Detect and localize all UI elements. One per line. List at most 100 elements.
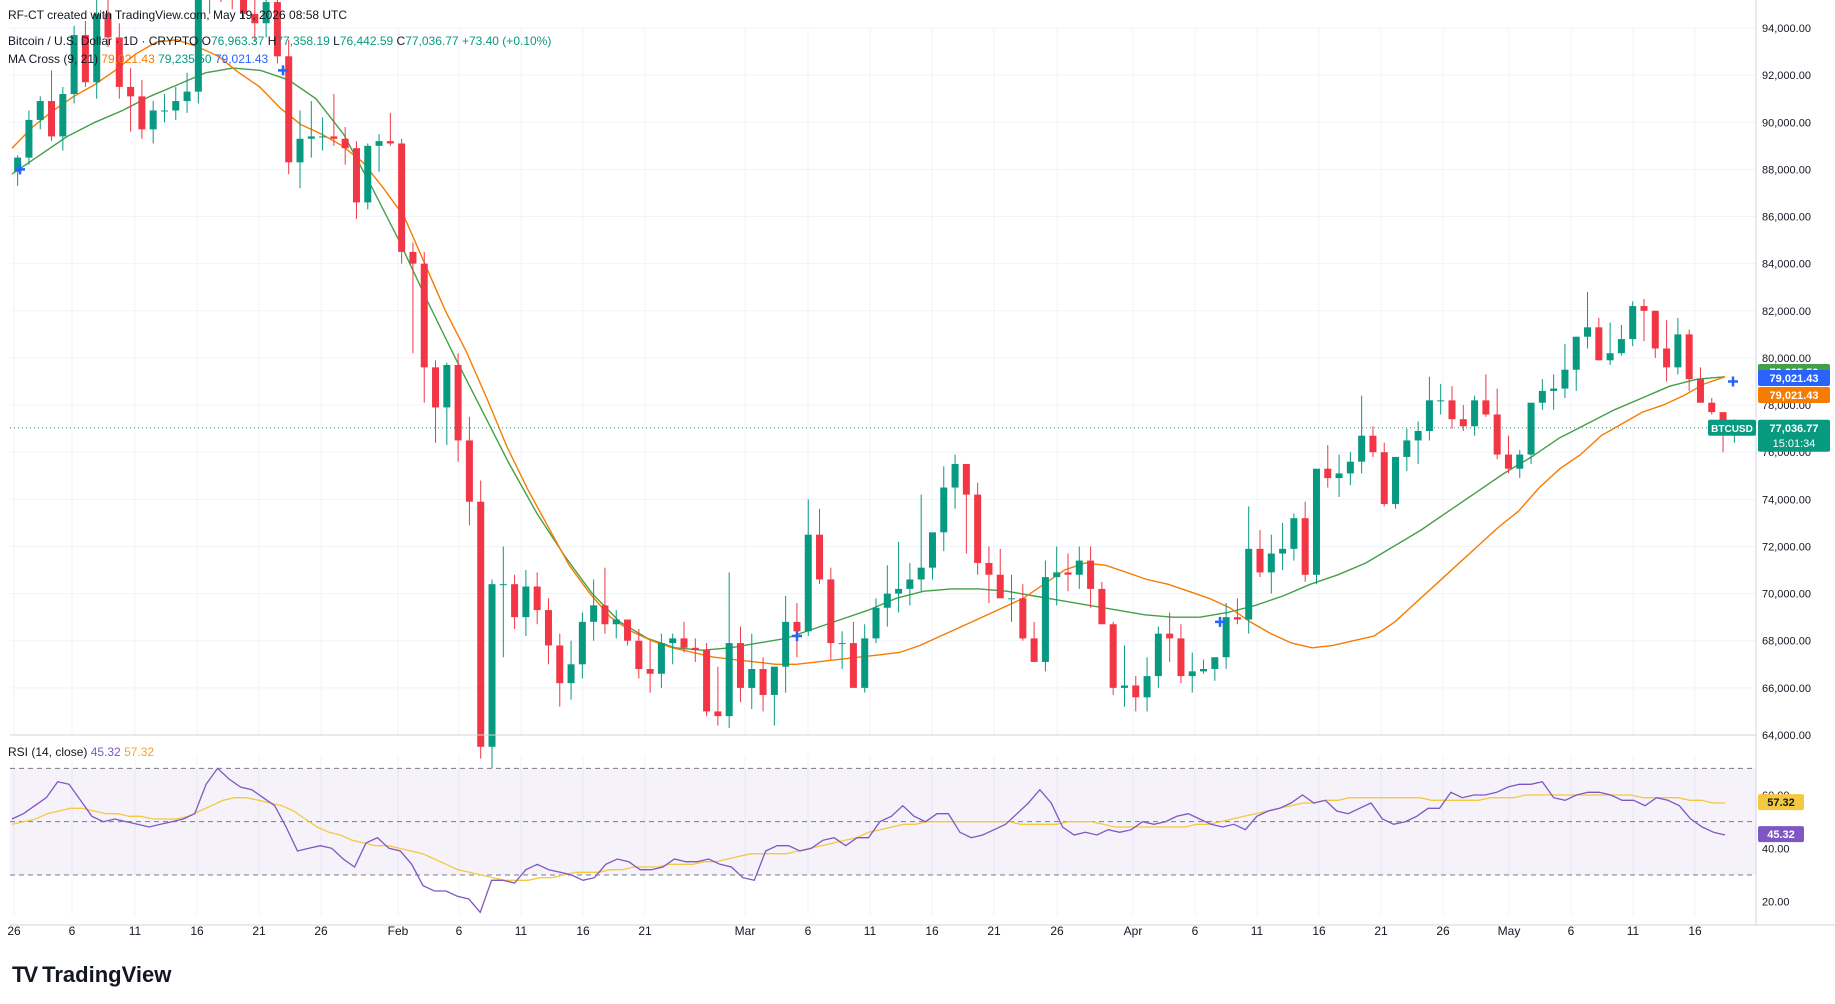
candle xyxy=(928,532,936,568)
candle xyxy=(1685,334,1693,380)
candle xyxy=(1222,617,1230,658)
candle xyxy=(714,711,722,717)
candle xyxy=(1267,553,1275,573)
candle xyxy=(1188,671,1196,677)
candle xyxy=(409,251,417,264)
rsi-line xyxy=(11,767,1726,914)
candle xyxy=(1256,548,1264,573)
candle xyxy=(1696,379,1704,403)
candle xyxy=(1572,336,1580,370)
tradingview-logo[interactable]: TV TradingView xyxy=(12,962,172,987)
x-tick-label: 6 xyxy=(1192,924,1199,938)
x-tick-label: Feb xyxy=(388,924,409,938)
ma9-path xyxy=(11,39,1726,665)
candle xyxy=(398,143,406,252)
candle xyxy=(736,643,744,688)
y-tick-label: 70,000.00 xyxy=(1762,589,1811,601)
symbol-badge-text: BTCUSD xyxy=(1711,424,1753,435)
y-tick-label: 74,000.00 xyxy=(1762,494,1811,506)
candle xyxy=(1120,685,1128,688)
candle xyxy=(522,586,530,618)
change: +73.40 (+0.10%) xyxy=(461,34,552,48)
x-tick-label: 16 xyxy=(925,924,939,938)
candle xyxy=(1595,327,1603,361)
candle xyxy=(1369,435,1377,453)
last-price-text: 77,036.77 xyxy=(1770,423,1819,435)
candle xyxy=(940,487,948,533)
candle xyxy=(511,584,519,618)
candle xyxy=(1414,430,1422,441)
rsi-band-lines xyxy=(10,767,1756,876)
candle xyxy=(1166,633,1174,639)
x-tick-label: 6 xyxy=(69,924,76,938)
candle xyxy=(1030,638,1038,662)
candle xyxy=(1098,588,1106,625)
rsi-ma-badge xyxy=(1758,794,1804,811)
candle xyxy=(93,13,101,83)
candle xyxy=(273,2,281,57)
candle xyxy=(1380,452,1388,505)
candle xyxy=(1358,435,1366,462)
y-tick-label: 90,000.00 xyxy=(1762,117,1811,129)
candle xyxy=(1561,369,1569,389)
candle xyxy=(838,643,846,645)
y-tick-label: 72,000.00 xyxy=(1762,541,1811,553)
candle xyxy=(104,13,112,38)
candle xyxy=(1177,638,1185,677)
candle xyxy=(962,463,970,495)
candle xyxy=(319,136,327,138)
candle xyxy=(432,367,440,408)
candle xyxy=(1527,402,1535,455)
candle xyxy=(352,148,360,203)
candle xyxy=(1674,334,1682,368)
candle xyxy=(1584,327,1592,337)
x-tick-label: 16 xyxy=(576,924,590,938)
candle xyxy=(70,35,78,94)
rsi-header: RSI (14, close) 45.32 57.32 xyxy=(8,745,155,759)
candle xyxy=(590,605,598,622)
candle xyxy=(1482,400,1490,415)
candle xyxy=(624,619,632,641)
candle xyxy=(1425,400,1433,431)
candle xyxy=(544,610,552,646)
x-tick-label: Mar xyxy=(735,924,756,938)
candle xyxy=(612,619,620,625)
candle xyxy=(59,93,67,137)
ma-cross-marker xyxy=(278,65,288,76)
x-tick-label: 11 xyxy=(1251,924,1264,938)
candle xyxy=(1651,310,1659,349)
candle xyxy=(36,101,44,120)
symbol-header: Bitcoin / U.S. Dollar · 1D · CRYPTO O76,… xyxy=(8,34,552,48)
candle xyxy=(759,669,767,695)
candle xyxy=(646,669,654,674)
candle xyxy=(443,365,451,408)
candle xyxy=(1053,572,1061,578)
candle xyxy=(375,141,383,146)
candle xyxy=(974,494,982,563)
y-tick-label: 88,000.00 xyxy=(1762,164,1811,176)
candle xyxy=(1471,400,1479,427)
candle xyxy=(1019,598,1027,639)
candle xyxy=(499,584,507,586)
candle xyxy=(160,110,168,112)
candle xyxy=(996,574,1004,599)
candle xyxy=(1279,548,1287,554)
candle xyxy=(420,263,428,368)
candle xyxy=(906,579,914,589)
rsi-pane xyxy=(11,767,1726,914)
candle xyxy=(1617,339,1625,354)
candle xyxy=(578,621,586,665)
candle xyxy=(14,157,22,172)
candle xyxy=(1459,419,1467,427)
candle xyxy=(25,119,33,158)
grid xyxy=(10,27,1756,915)
x-tick-label: 6 xyxy=(456,924,463,938)
candle xyxy=(296,138,304,163)
x-tick-label: 16 xyxy=(190,924,204,938)
candle xyxy=(985,562,993,575)
candle xyxy=(48,101,56,137)
candle xyxy=(81,35,89,83)
candle xyxy=(793,621,801,632)
candle xyxy=(1064,572,1072,575)
